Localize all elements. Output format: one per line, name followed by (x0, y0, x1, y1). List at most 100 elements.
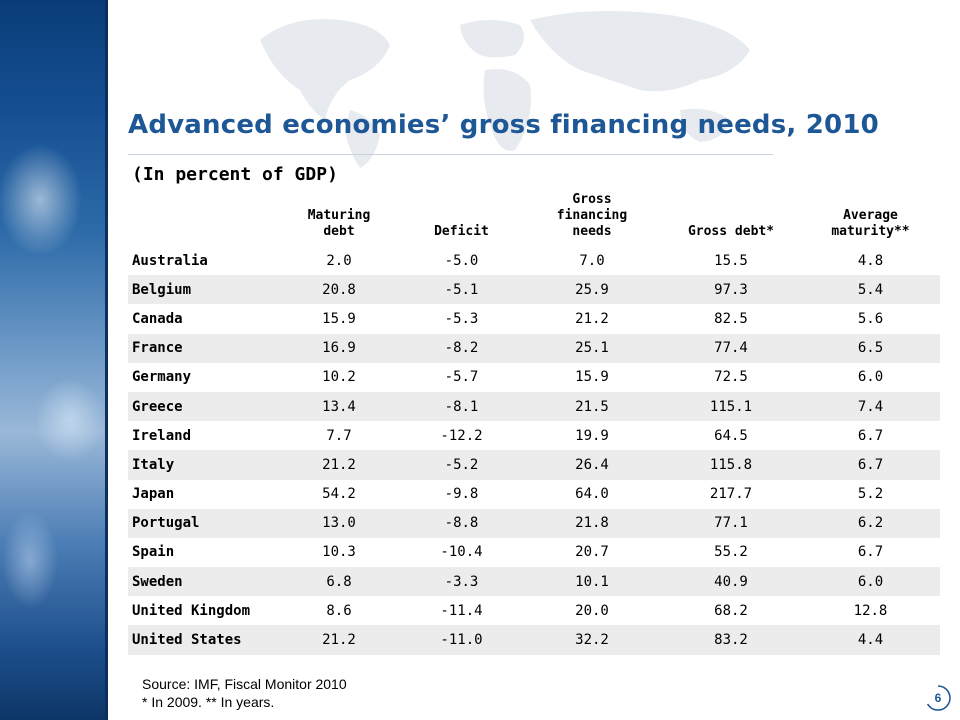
cell-deficit: -5.3 (444, 310, 479, 327)
cell-average-maturity: 6.2 (801, 508, 940, 538)
cell-deficit: -11.4 (440, 602, 483, 619)
header-deficit: Deficit (434, 224, 489, 239)
cell-country: Belgium (128, 275, 278, 305)
cell-gross-debt: 82.5 (714, 310, 748, 327)
cell-deficit: -12.2 (440, 427, 483, 444)
cell-maturing-debt: 13.4 (278, 391, 400, 422)
cell-deficit: -5.1 (400, 275, 523, 305)
cell-average-maturity: 5.6 (857, 310, 884, 327)
cell-average-maturity: 4.4 (801, 625, 940, 655)
cell-gross-debt: 77.1 (661, 508, 801, 538)
cell-average-maturity: 6.5 (801, 333, 940, 363)
cell-country: Germany (132, 369, 192, 386)
cell-maturing-debt: 8.6 (326, 602, 352, 619)
cell-maturing-debt: 54.2 (322, 486, 356, 503)
world-map-watermark (260, 11, 750, 168)
cell-deficit: -8.2 (400, 333, 523, 363)
cell-deficit: -3.3 (400, 567, 523, 597)
cell-gross-debt: 115.1 (661, 391, 801, 422)
cell-deficit: -5.7 (444, 369, 479, 386)
cell-gross-financing-needs: 19.9 (575, 427, 609, 444)
cell-deficit: -10.4 (440, 544, 483, 561)
cell-maturing-debt: 6.8 (278, 567, 400, 597)
cell-gross-financing-needs: 15.9 (575, 369, 609, 386)
table-row: Germany 10.2 -5.7 15.9 72.5 6.0 (128, 363, 940, 392)
page-number-badge (926, 685, 951, 711)
cell-average-maturity: 6.0 (857, 369, 884, 386)
table-row: Italy 21.2 -5.2 26.4 115.8 6.7 (128, 450, 940, 480)
table-row: Portugal 13.0 -8.8 21.8 77.1 6.2 (128, 508, 940, 538)
cell-gross-financing-needs: 20.0 (575, 602, 609, 619)
cell-maturing-debt: 21.2 (278, 450, 400, 480)
cell-deficit: -5.0 (444, 252, 479, 269)
header-country (128, 188, 278, 246)
table-row: United Kingdom 8.6 -11.4 20.0 68.2 12.8 (128, 596, 940, 625)
cell-gross-debt: 77.4 (661, 333, 801, 363)
table-row: Canada 15.9 -5.3 21.2 82.5 5.6 (128, 304, 940, 333)
table-row: Greece 13.4 -8.1 21.5 115.1 7.4 (128, 391, 940, 422)
cell-country: France (128, 333, 278, 363)
table-row: United States 21.2 -11.0 32.2 83.2 4.4 (128, 625, 940, 655)
cell-deficit: -8.1 (400, 391, 523, 422)
table-row: Belgium 20.8 -5.1 25.9 97.3 5.4 (128, 275, 940, 305)
header-gross-financing-needs: Gross financing needs (556, 192, 628, 239)
cell-country: United States (128, 625, 278, 655)
cell-maturing-debt: 21.2 (278, 625, 400, 655)
cell-average-maturity: 6.7 (801, 450, 940, 480)
cell-average-maturity: 5.2 (857, 486, 884, 503)
cell-gross-debt: 217.7 (709, 486, 753, 503)
footnotes-text: * In 2009. ** In years. (142, 694, 275, 710)
cell-gross-financing-needs: 21.8 (523, 508, 661, 538)
cell-gross-financing-needs: 25.9 (523, 275, 661, 305)
cell-country: Greece (128, 391, 278, 422)
cell-maturing-debt: 10.3 (322, 544, 356, 561)
header-maturing-debt: Maturing debt (307, 208, 371, 239)
cell-gross-financing-needs: 25.1 (523, 333, 661, 363)
table-row: France 16.9 -8.2 25.1 77.4 6.5 (128, 333, 940, 363)
title-divider (128, 154, 773, 155)
cell-gross-debt: 15.5 (714, 252, 748, 269)
cell-gross-financing-needs: 26.4 (523, 450, 661, 480)
cell-maturing-debt: 13.0 (278, 508, 400, 538)
cell-deficit: -11.0 (400, 625, 523, 655)
cell-average-maturity: 6.7 (857, 427, 884, 444)
cell-gross-financing-needs: 32.2 (523, 625, 661, 655)
slide-title: Advanced economies’ gross financing need… (128, 110, 879, 140)
cell-maturing-debt: 20.8 (278, 275, 400, 305)
cell-gross-financing-needs: 21.5 (523, 391, 661, 422)
header-gross-debt: Gross debt* (687, 224, 775, 239)
cell-gross-debt: 40.9 (661, 567, 801, 597)
table-row: Sweden 6.8 -3.3 10.1 40.9 6.0 (128, 567, 940, 597)
cell-average-maturity: 7.4 (801, 391, 940, 422)
cell-country: Japan (132, 486, 175, 503)
source-text: Source: IMF, Fiscal Monitor 2010 (142, 676, 347, 692)
cell-maturing-debt: 7.7 (326, 427, 352, 444)
cell-average-maturity: 6.7 (857, 544, 884, 561)
cell-gross-financing-needs: 7.0 (579, 252, 605, 269)
cell-gross-financing-needs: 20.7 (575, 544, 609, 561)
cell-average-maturity: 4.8 (857, 252, 884, 269)
decorative-earth-band (0, 0, 108, 720)
table-row: Australia 2.0 -5.0 7.0 15.5 4.8 (128, 246, 940, 275)
cell-gross-debt: 55.2 (714, 544, 748, 561)
cell-country: Spain (132, 544, 175, 561)
cell-country: Italy (128, 450, 278, 480)
cell-deficit: -8.8 (400, 508, 523, 538)
table-row: Japan 54.2 -9.8 64.0 217.7 5.2 (128, 480, 940, 509)
cell-average-maturity: 6.0 (801, 567, 940, 597)
cell-country: Ireland (132, 427, 192, 444)
cell-maturing-debt: 2.0 (326, 252, 352, 269)
cell-gross-debt: 64.5 (714, 427, 748, 444)
cell-gross-debt: 97.3 (661, 275, 801, 305)
table-row: Ireland 7.7 -12.2 19.9 64.5 6.7 (128, 421, 940, 450)
cell-maturing-debt: 10.2 (322, 369, 356, 386)
cell-gross-debt: 83.2 (661, 625, 801, 655)
cell-country: United Kingdom (132, 602, 251, 619)
cell-deficit: -5.2 (400, 450, 523, 480)
cell-country: Canada (132, 310, 183, 327)
cell-gross-debt: 72.5 (714, 369, 748, 386)
cell-maturing-debt: 16.9 (278, 333, 400, 363)
cell-gross-financing-needs: 21.2 (575, 310, 609, 327)
cell-maturing-debt: 15.9 (322, 310, 356, 327)
table-header-row: Maturing debt Deficit Gross financing needs… (128, 188, 940, 246)
